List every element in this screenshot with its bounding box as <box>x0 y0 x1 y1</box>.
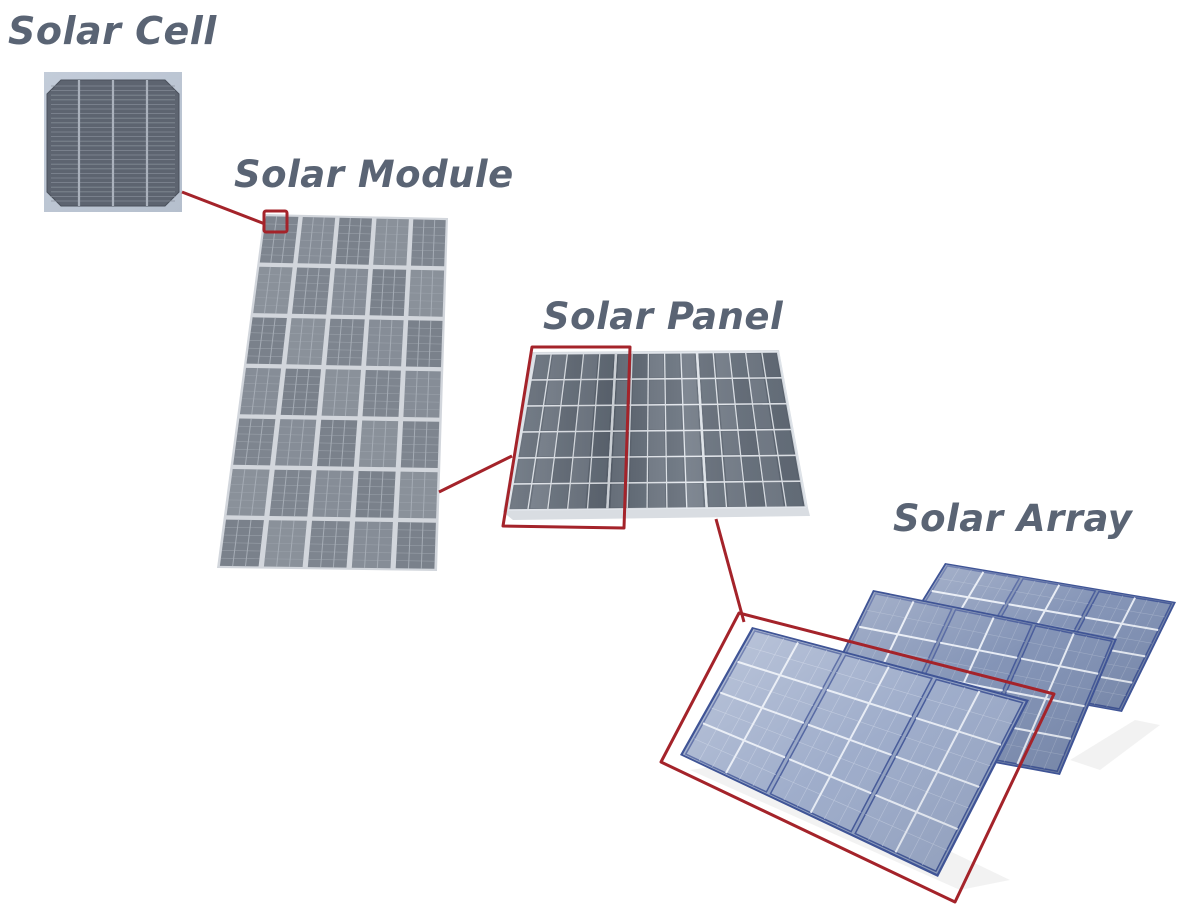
connector-cell-to-module <box>181 190 266 226</box>
highlight-connectors <box>181 190 1056 904</box>
solar-module <box>217 214 448 571</box>
solar-cell-busbars <box>77 80 149 206</box>
module-cell-highlight <box>262 209 289 234</box>
solar-panel <box>503 350 810 520</box>
array-panel-highlight <box>659 611 1056 904</box>
connector-panel-to-array <box>714 518 746 623</box>
array-panel-sheen <box>682 629 1026 874</box>
solar-array <box>680 563 1176 890</box>
solar-array-label: Solar Array <box>893 497 1133 540</box>
panel-module-highlight <box>501 345 632 530</box>
solar-cell-label: Solar Cell <box>8 9 217 53</box>
solar-array-front-row <box>680 627 1029 890</box>
solar-cell <box>44 72 182 212</box>
solar-panel-sheen <box>508 352 806 510</box>
solar-panel-label: Solar Panel <box>543 295 784 338</box>
solar-module-label: Solar Module <box>234 153 514 196</box>
connector-module-to-panel <box>438 454 513 494</box>
